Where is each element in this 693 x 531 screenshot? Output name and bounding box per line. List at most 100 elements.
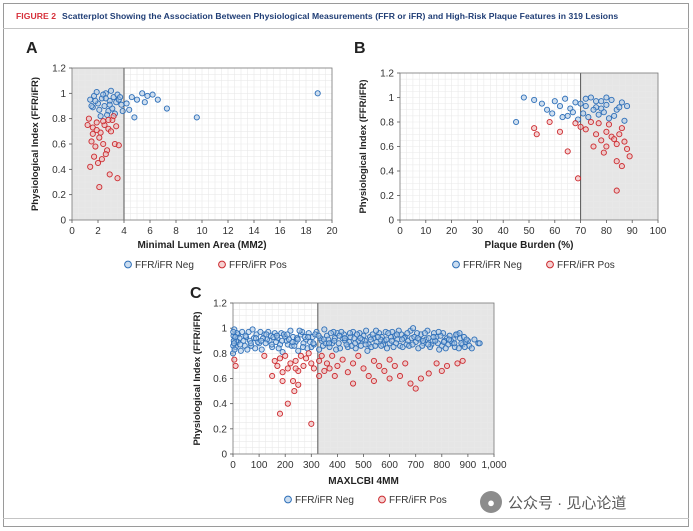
neg-point [331, 337, 338, 344]
x-tick-label: 70 [575, 226, 587, 237]
pos-point [303, 355, 310, 362]
watermark-text: 公众号 · 见心论道 [508, 494, 627, 512]
pos-point [269, 372, 276, 380]
neg-point [102, 95, 109, 102]
neg-point [92, 97, 99, 104]
neg-point [131, 114, 138, 121]
pos-point [100, 118, 107, 125]
neg-point [513, 118, 520, 126]
pos-point [295, 381, 302, 388]
pos-point [297, 352, 304, 359]
neg-point [230, 340, 238, 347]
pos-point [323, 360, 331, 367]
neg-point [562, 95, 569, 102]
legend-label-pos: FFR/iFR Pos [557, 260, 615, 271]
title-divider [3, 28, 689, 29]
neg-point [556, 103, 564, 110]
pos-point [282, 352, 289, 359]
watermark: ● 公众号 · 见心论道 [480, 488, 626, 516]
neg-point [446, 336, 453, 343]
neg-point [590, 106, 597, 113]
y-tick-label: 0 [60, 216, 66, 227]
legend-marker-pos [546, 260, 554, 269]
panel-letter-c: C [190, 285, 202, 302]
neg-point [258, 346, 265, 353]
neg-point [357, 335, 364, 342]
pos-point [386, 375, 393, 382]
pos-point [365, 372, 372, 380]
neg-point [247, 340, 254, 347]
pos-point [84, 121, 91, 129]
y-axis-label: Physiological Index (FFR/iFR) [30, 77, 41, 211]
neg-point [410, 325, 417, 332]
neg-point [316, 346, 323, 353]
y-tick-label: 0.8 [52, 114, 66, 125]
y-tick-label: 0 [388, 216, 394, 227]
pos-point [276, 410, 284, 417]
neg-point [327, 330, 334, 337]
pos-point [590, 143, 597, 150]
pos-point [300, 362, 307, 369]
neg-point [294, 336, 301, 343]
neg-point [383, 345, 391, 352]
pos-point [582, 126, 589, 133]
pos-point [381, 367, 388, 374]
neg-point [468, 345, 475, 352]
neg-point [372, 327, 380, 334]
pos-point [593, 131, 600, 138]
legend-marker-pos [218, 260, 226, 269]
neg-point [363, 327, 370, 334]
y-tick-label: 0.8 [380, 118, 394, 129]
pos-point [454, 360, 461, 367]
pos-point [572, 120, 579, 127]
neg-point [577, 100, 584, 107]
neg-point [93, 89, 100, 96]
legend-label-neg: FFR/iFR Neg [135, 260, 194, 271]
y-tick-label: 0.2 [213, 424, 227, 435]
pos-point [316, 357, 323, 364]
neg-point [268, 341, 275, 348]
neg-point [419, 337, 427, 344]
x-tick-label: 60 [549, 226, 561, 237]
neg-point [430, 333, 437, 341]
pos-point [292, 357, 299, 364]
neg-point [104, 111, 111, 118]
wechat-icon: ● [480, 491, 502, 513]
neg-point [611, 112, 618, 119]
pos-point [370, 357, 377, 364]
y-tick-label: 0 [221, 450, 227, 461]
neg-point [425, 341, 432, 348]
panel-letter-b: B [354, 40, 366, 57]
y-tick-label: 0.4 [380, 167, 394, 178]
pos-point [600, 149, 607, 156]
neg-point [336, 332, 343, 339]
pos-point [261, 352, 268, 359]
neg-point [279, 337, 286, 344]
neg-point [352, 340, 359, 347]
scatterplot-c: 0 100 200 300 400 500 600 700 800 900 1,000 0 0.2 0.4… [192, 299, 507, 507]
neg-point [451, 340, 458, 347]
neg-point [414, 335, 421, 342]
neg-point [551, 98, 558, 105]
x-axis-label: Plaque Burden (%) [485, 240, 574, 251]
pos-point [284, 400, 291, 407]
x-tick-label: 20 [446, 226, 458, 237]
neg-point [154, 96, 161, 103]
neg-point [364, 347, 371, 354]
y-axis-label: Physiological Index (FFR/iFR) [358, 79, 369, 213]
neg-point [353, 331, 361, 338]
neg-point [249, 326, 256, 333]
y-tick-label: 1.2 [52, 64, 66, 75]
pos-point [289, 377, 297, 385]
x-tick-label: 600 [381, 460, 398, 471]
x-tick-label: 900 [460, 460, 477, 471]
y-tick-label: 1 [221, 324, 227, 335]
neg-point [149, 91, 156, 98]
pos-point [613, 187, 620, 194]
neg-point [598, 98, 605, 105]
pos-point [613, 141, 620, 148]
x-tick-label: 40 [498, 226, 510, 237]
neg-point [315, 332, 322, 339]
y-tick-label: 0.2 [380, 191, 394, 202]
neg-point [544, 106, 551, 113]
